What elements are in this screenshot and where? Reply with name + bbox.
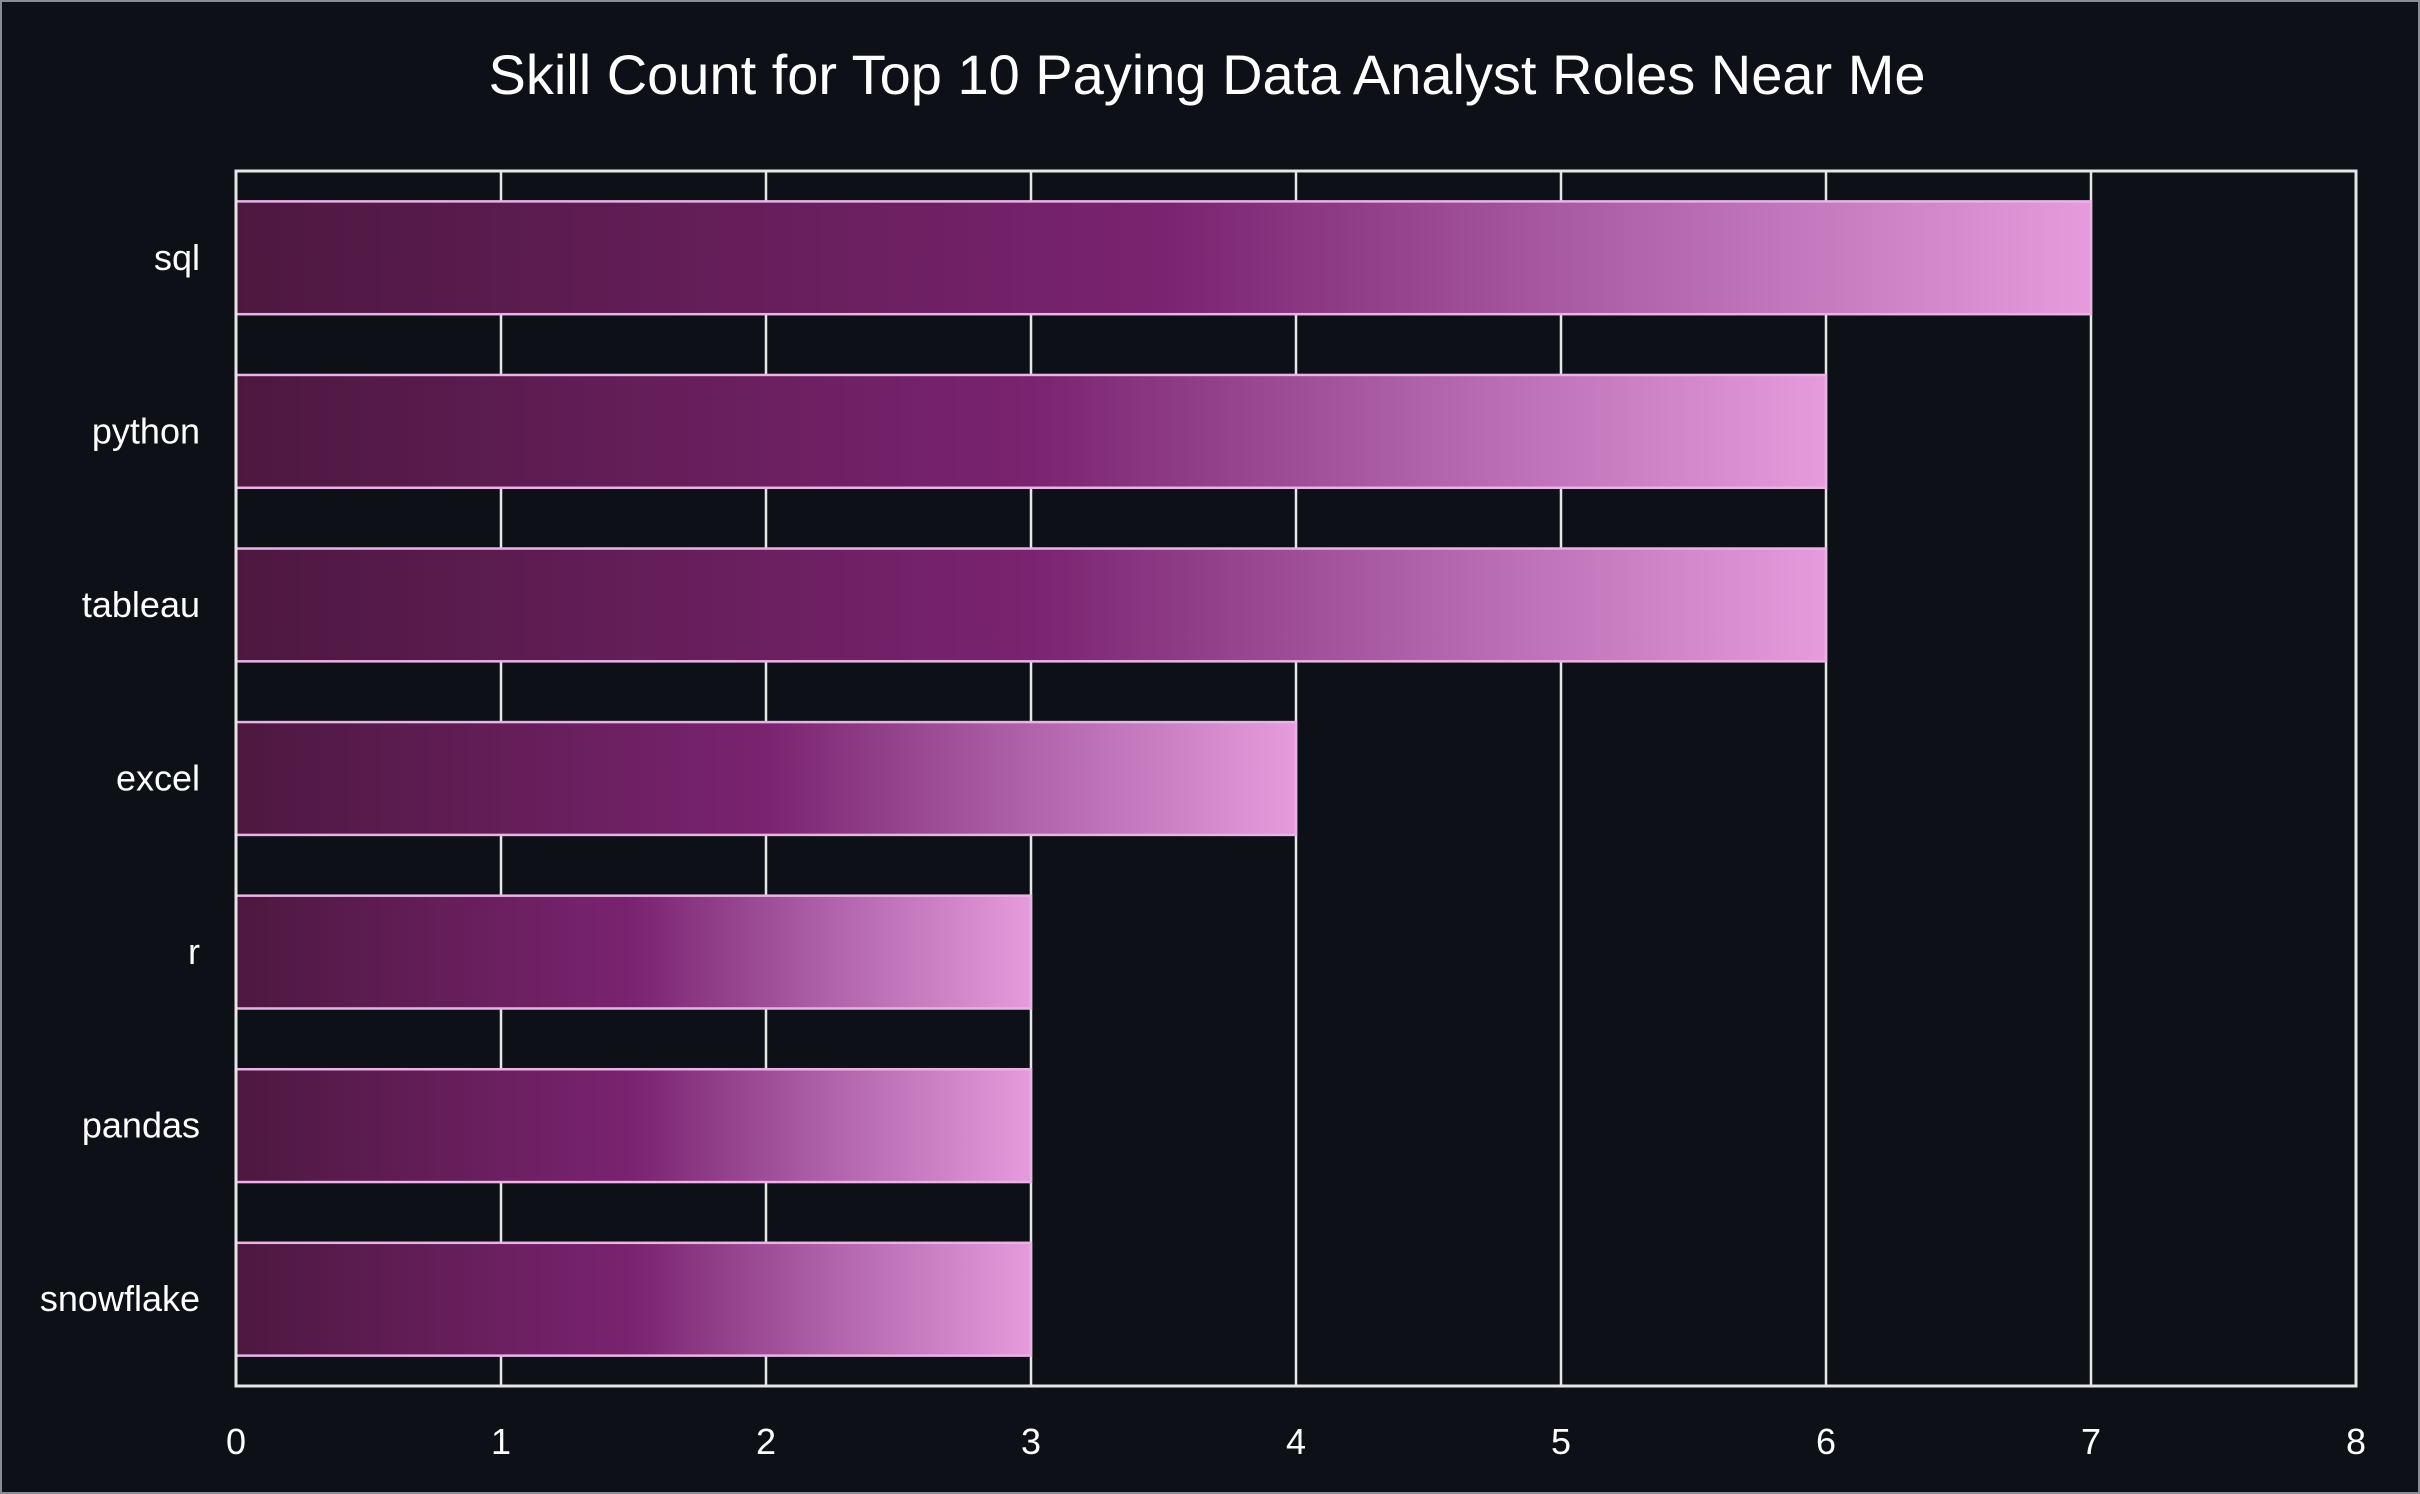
y-tick-label-python: python — [92, 410, 200, 451]
x-tick-label-1: 1 — [491, 1421, 511, 1462]
x-tick-label-3: 3 — [1021, 1421, 1041, 1462]
x-tick-label-2: 2 — [756, 1421, 776, 1462]
y-tick-label-pandas: pandas — [82, 1105, 200, 1146]
x-tick-label-6: 6 — [1816, 1421, 1836, 1462]
plot-area-border — [234, 169, 2358, 1388]
y-tick-label-tableau: tableau — [82, 584, 200, 625]
bar-snowflake — [234, 1241, 1033, 1357]
y-tick-label-snowflake: snowflake — [40, 1278, 200, 1319]
bar-sql — [234, 200, 2093, 316]
x-tick-label-0: 0 — [226, 1421, 246, 1462]
x-axis-tick-labels: 0 1 2 3 4 5 6 7 8 — [226, 1421, 2366, 1462]
x-tick-label-5: 5 — [1551, 1421, 1571, 1462]
x-tick-label-4: 4 — [1286, 1421, 1306, 1462]
bar-excel — [234, 720, 1298, 837]
bars — [234, 200, 2093, 1357]
bar-tableau — [234, 547, 1828, 663]
chart-title: Skill Count for Top 10 Paying Data Analy… — [488, 43, 1925, 106]
bar-pandas — [234, 1067, 1033, 1184]
bar-r — [234, 894, 1033, 1010]
x-tick-label-7: 7 — [2081, 1421, 2101, 1462]
y-tick-label-excel: excel — [116, 758, 200, 799]
y-axis-tick-labels: sql python tableau excel r pandas snowflake — [40, 237, 200, 1319]
y-tick-label-r: r — [188, 931, 200, 972]
y-tick-label-sql: sql — [154, 237, 200, 278]
bar-python — [234, 373, 1828, 490]
x-tick-label-8: 8 — [2346, 1421, 2366, 1462]
